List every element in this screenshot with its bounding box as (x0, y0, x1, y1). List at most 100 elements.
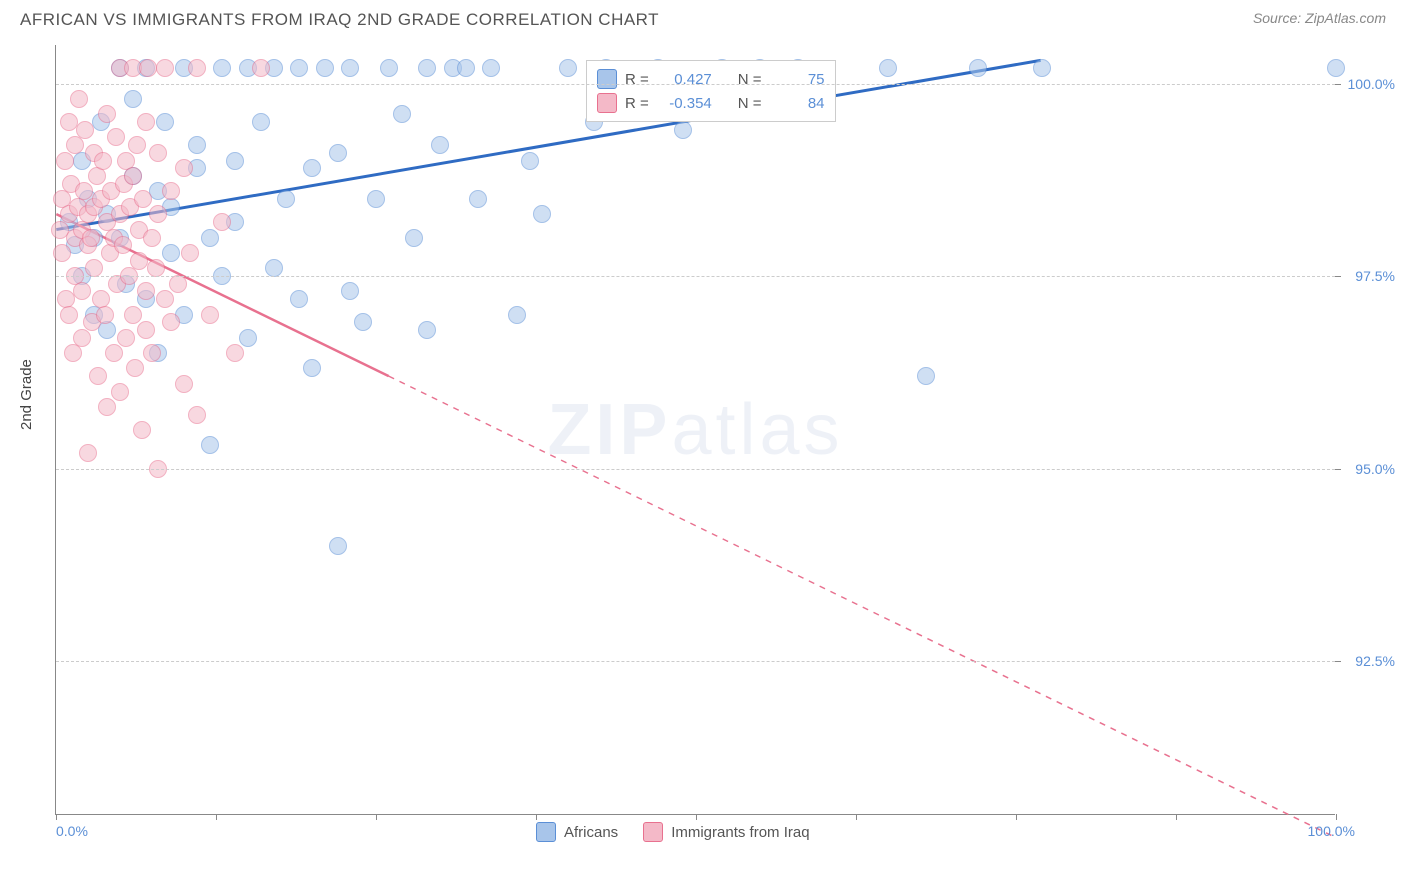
scatter-point-iraq (252, 59, 270, 77)
scatter-point-iraq (137, 113, 155, 131)
legend-label: Africans (564, 824, 618, 841)
scatter-point-iraq (175, 159, 193, 177)
scatter-point-africans (98, 321, 116, 339)
scatter-point-iraq (188, 406, 206, 424)
legend-n-label: N = (738, 95, 762, 112)
scatter-point-iraq (105, 344, 123, 362)
x-tick (696, 814, 697, 820)
scatter-point-iraq (98, 398, 116, 416)
scatter-point-iraq (60, 306, 78, 324)
scatter-point-iraq (226, 344, 244, 362)
scatter-point-africans (1327, 59, 1345, 77)
chart-title: AFRICAN VS IMMIGRANTS FROM IRAQ 2ND GRAD… (20, 10, 659, 30)
scatter-points (56, 45, 1335, 814)
scatter-point-africans (188, 136, 206, 154)
scatter-point-africans (341, 282, 359, 300)
scatter-point-iraq (201, 306, 219, 324)
scatter-point-iraq (169, 275, 187, 293)
scatter-point-africans (1033, 59, 1051, 77)
scatter-point-iraq (96, 306, 114, 324)
scatter-point-africans (290, 290, 308, 308)
y-tick (1335, 84, 1341, 85)
scatter-point-africans (367, 190, 385, 208)
scatter-point-iraq (79, 444, 97, 462)
scatter-point-iraq (156, 59, 174, 77)
scatter-point-africans (482, 59, 500, 77)
y-tick-label: 97.5% (1355, 268, 1395, 284)
gridline (56, 661, 1335, 662)
scatter-point-africans (316, 59, 334, 77)
scatter-point-iraq (137, 282, 155, 300)
scatter-point-iraq (156, 290, 174, 308)
scatter-point-africans (508, 306, 526, 324)
y-tick (1335, 661, 1341, 662)
scatter-point-iraq (137, 321, 155, 339)
scatter-point-africans (917, 367, 935, 385)
scatter-point-iraq (149, 205, 167, 223)
scatter-point-africans (124, 90, 142, 108)
scatter-point-africans (303, 159, 321, 177)
gridline (56, 469, 1335, 470)
legend-row-africans: R =0.427N =75 (597, 67, 825, 91)
scatter-point-africans (239, 329, 257, 347)
scatter-point-africans (431, 136, 449, 154)
scatter-point-iraq (70, 90, 88, 108)
scatter-point-africans (969, 59, 987, 77)
scatter-point-africans (329, 537, 347, 555)
y-tick-label: 100.0% (1348, 76, 1395, 92)
chart-header: AFRICAN VS IMMIGRANTS FROM IRAQ 2ND GRAD… (0, 0, 1406, 35)
legend-row-iraq: R =-0.354N =84 (597, 91, 825, 115)
scatter-point-iraq (175, 375, 193, 393)
scatter-point-iraq (89, 367, 107, 385)
scatter-point-iraq (143, 229, 161, 247)
scatter-point-iraq (117, 329, 135, 347)
x-tick (1176, 814, 1177, 820)
scatter-point-africans (521, 152, 539, 170)
scatter-point-africans (674, 121, 692, 139)
x-tick (56, 814, 57, 820)
scatter-point-iraq (181, 244, 199, 262)
scatter-point-iraq (82, 229, 100, 247)
scatter-point-iraq (126, 359, 144, 377)
scatter-point-africans (341, 59, 359, 77)
scatter-point-iraq (124, 167, 142, 185)
legend-item: Africans (536, 822, 618, 842)
scatter-point-africans (329, 144, 347, 162)
scatter-point-iraq (139, 59, 157, 77)
legend-n-value: 75 (770, 71, 825, 88)
chart-source: Source: ZipAtlas.com (1253, 10, 1386, 26)
scatter-point-africans (418, 59, 436, 77)
scatter-point-africans (201, 436, 219, 454)
legend-item: Immigrants from Iraq (643, 822, 809, 842)
scatter-point-iraq (73, 282, 91, 300)
scatter-point-iraq (94, 152, 112, 170)
scatter-point-iraq (76, 121, 94, 139)
scatter-point-iraq (88, 167, 106, 185)
scatter-point-africans (533, 205, 551, 223)
scatter-point-africans (380, 59, 398, 77)
scatter-point-iraq (73, 329, 91, 347)
scatter-point-africans (879, 59, 897, 77)
y-tick-label: 95.0% (1355, 461, 1395, 477)
scatter-point-iraq (162, 313, 180, 331)
scatter-point-africans (213, 59, 231, 77)
scatter-point-iraq (124, 306, 142, 324)
scatter-point-iraq (60, 113, 78, 131)
scatter-point-africans (393, 105, 411, 123)
legend-swatch (597, 69, 617, 89)
scatter-point-iraq (149, 144, 167, 162)
legend-n-label: N = (738, 71, 762, 88)
gridline (56, 84, 1335, 85)
scatter-point-africans (405, 229, 423, 247)
scatter-point-iraq (143, 344, 161, 362)
x-tick (1016, 814, 1017, 820)
scatter-point-africans (559, 59, 577, 77)
scatter-point-africans (201, 229, 219, 247)
scatter-point-africans (469, 190, 487, 208)
series-legend: Africans Immigrants from Iraq (536, 822, 810, 842)
y-axis-label: 2nd Grade (18, 359, 35, 430)
correlation-legend: R =0.427N =75R =-0.354N =84 (586, 60, 836, 122)
x-tick (856, 814, 857, 820)
legend-r-value: -0.354 (657, 95, 712, 112)
x-tick-label: 0.0% (56, 823, 88, 839)
